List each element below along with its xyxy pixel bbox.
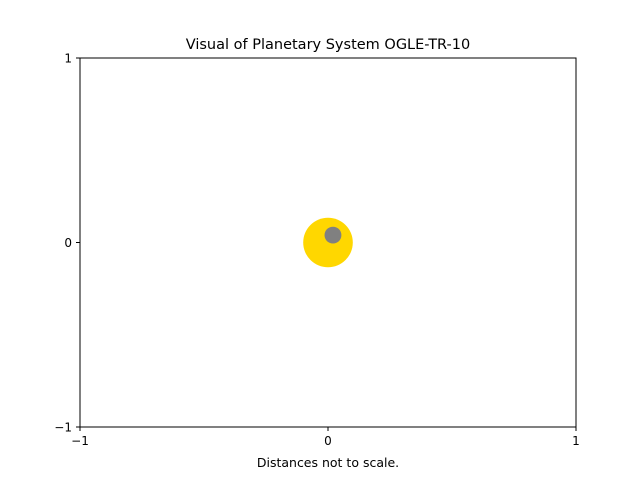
star-marker [303, 217, 353, 268]
y-axis: −1 0 1 [54, 52, 80, 435]
y-tick-label: −1 [54, 421, 72, 435]
chart-title: Visual of Planetary System OGLE-TR-10 [186, 37, 470, 53]
x-tick-label: 1 [572, 434, 580, 448]
y-tick-label: 0 [64, 236, 72, 250]
system-bodies [303, 217, 353, 268]
planet-marker [324, 226, 342, 244]
plot-area [79, 57, 577, 428]
x-tick-label: −1 [71, 434, 89, 448]
x-tick-label: 0 [324, 434, 332, 448]
y-tick-label: 1 [64, 52, 72, 66]
x-axis-label: Distances not to scale. [257, 455, 399, 470]
x-axis: −1 0 1 [71, 427, 580, 448]
